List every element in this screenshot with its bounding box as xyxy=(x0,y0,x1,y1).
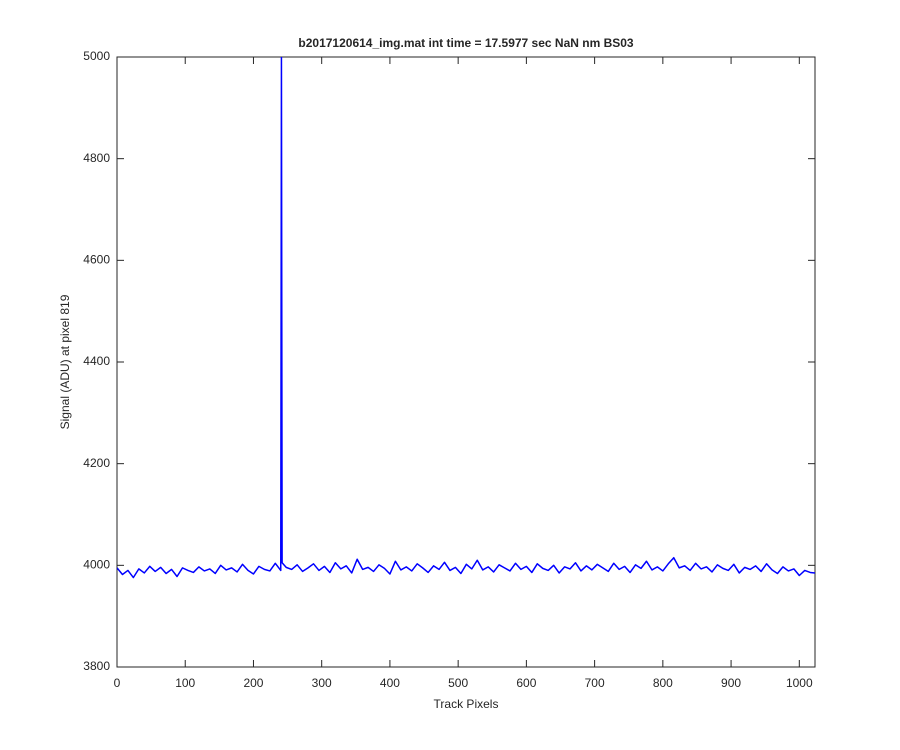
x-tick-label: 500 xyxy=(448,676,468,690)
x-tick-label: 0 xyxy=(114,676,121,690)
chart-title: b2017120614_img.mat int time = 17.5977 s… xyxy=(298,36,634,50)
y-tick-label: 4600 xyxy=(83,253,110,267)
y-tick-label: 4000 xyxy=(83,558,110,572)
y-tick-label: 3800 xyxy=(83,659,110,673)
x-tick-label: 700 xyxy=(585,676,605,690)
x-tick-label: 200 xyxy=(243,676,263,690)
x-axis-label: Track Pixels xyxy=(434,697,499,711)
y-axis-label: Signal (ADU) at pixel 819 xyxy=(58,294,72,429)
x-tick-label: 1000 xyxy=(786,676,813,690)
y-tick-label: 4800 xyxy=(83,151,110,165)
x-tick-label: 100 xyxy=(175,676,195,690)
x-tick-label: 900 xyxy=(721,676,741,690)
y-tick-label: 5000 xyxy=(83,49,110,63)
data-line xyxy=(117,57,815,579)
x-tick-label: 400 xyxy=(380,676,400,690)
y-tick-label: 4200 xyxy=(83,456,110,470)
x-tick-label: 600 xyxy=(516,676,536,690)
y-tick-label: 4400 xyxy=(83,354,110,368)
x-tick-label: 800 xyxy=(653,676,673,690)
x-tick-label: 300 xyxy=(312,676,332,690)
